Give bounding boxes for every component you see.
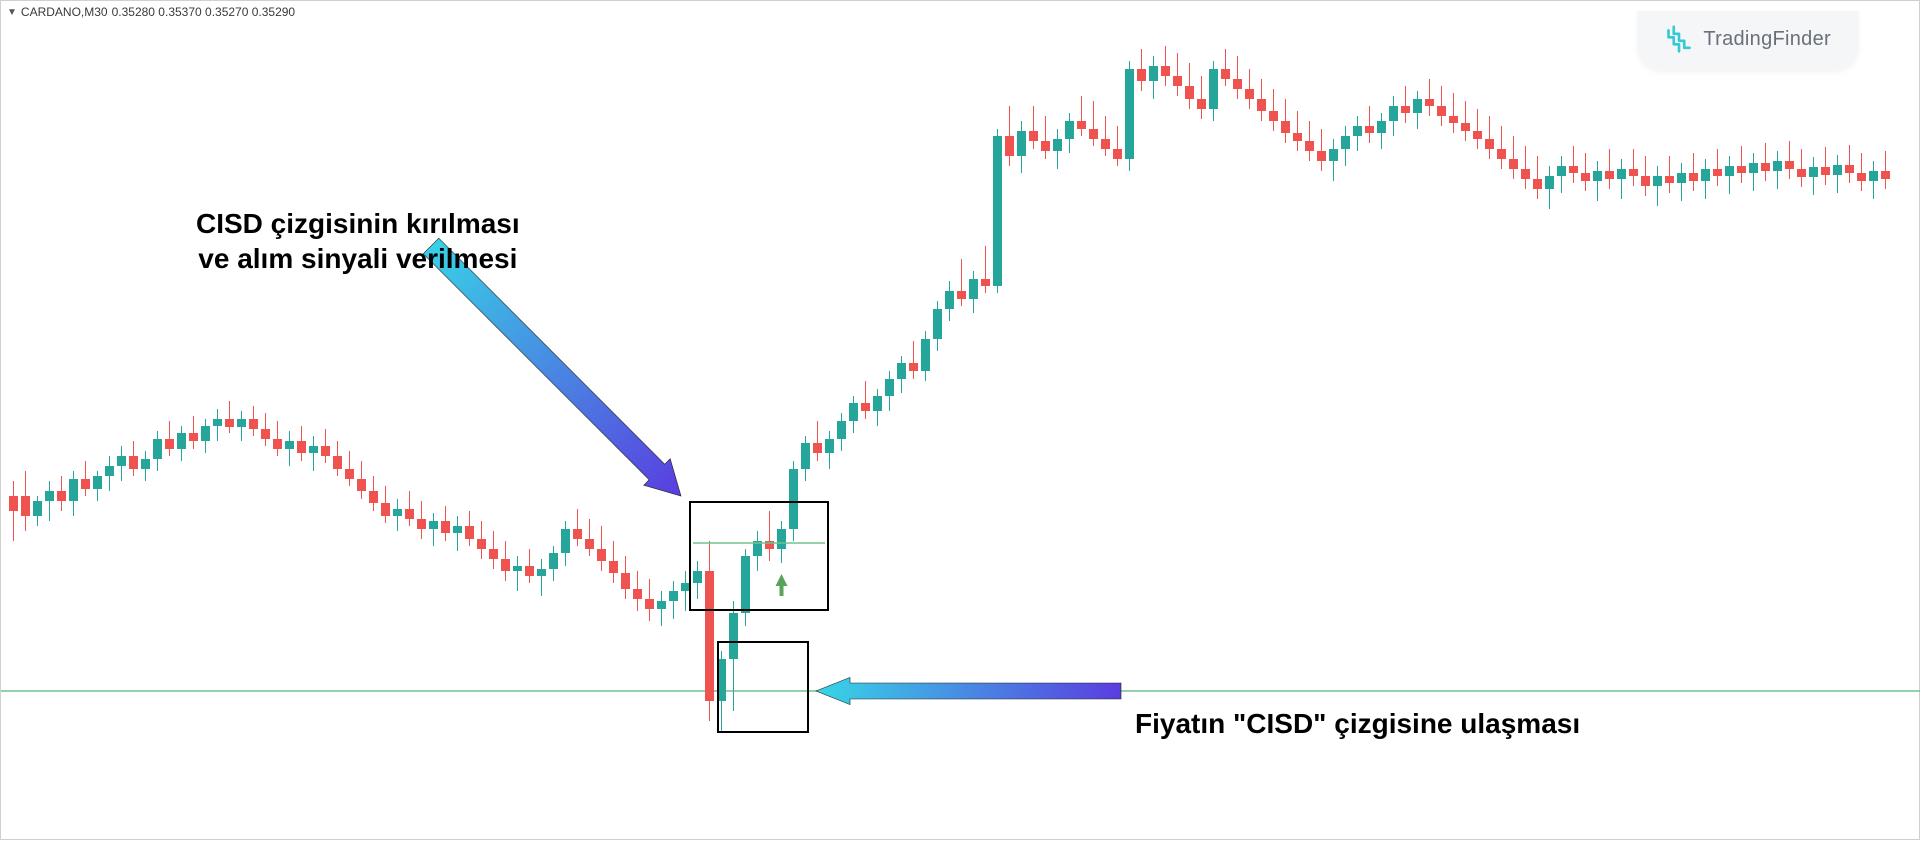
highlight-box-lower [717, 641, 809, 733]
chart-container: ▼ CARDANO,M30 0.35280 0.35370 0.35270 0.… [0, 0, 1920, 840]
annotation-cisd-break: CISD çizgisinin kırılması ve alım sinyal… [196, 171, 520, 276]
tradingfinder-logo-icon [1665, 25, 1693, 53]
annotation-cisd-break-text: CISD çizgisinin kırılması ve alım sinyal… [196, 208, 520, 274]
annotation-cisd-reach: Fiyatın "CISD" çizgisine ulaşması [1135, 671, 1580, 741]
highlight-box-upper [689, 501, 829, 611]
logo-badge[interactable]: TradingFinder [1637, 11, 1859, 71]
annotation-cisd-reach-text: Fiyatın "CISD" çizgisine ulaşması [1135, 708, 1580, 739]
candlestick-chart[interactable] [1, 1, 1920, 841]
logo-text: TradingFinder [1703, 28, 1831, 51]
